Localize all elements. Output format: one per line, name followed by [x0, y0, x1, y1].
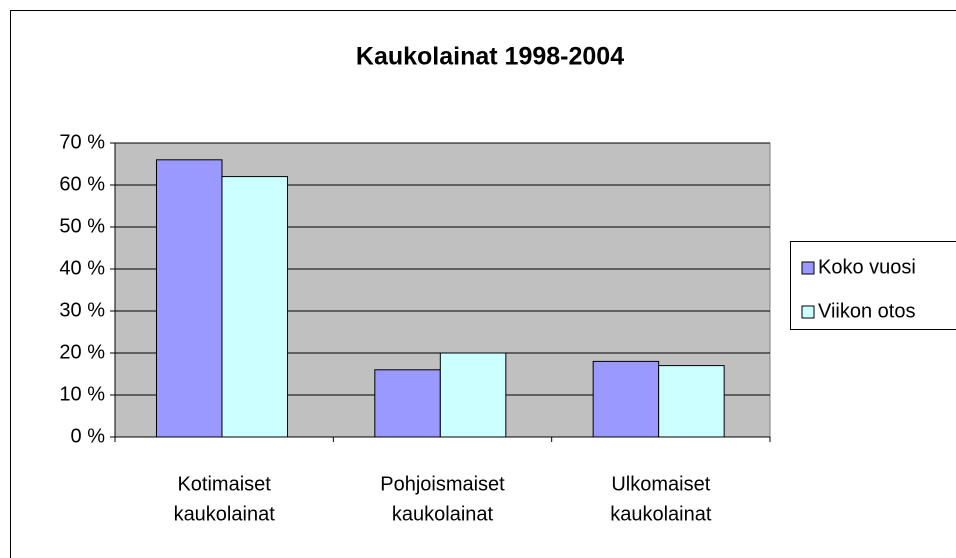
chart-title: Kaukolainat 1998-2004	[356, 43, 624, 71]
y-tick-label: 60 %	[59, 173, 105, 195]
legend-label: Koko vuosi	[818, 256, 916, 278]
x-tick-label: kaukolainat	[610, 503, 712, 525]
y-tick-label: 10 %	[59, 383, 105, 405]
y-tick-label: 70 %	[59, 131, 105, 153]
y-tick-label: 30 %	[59, 299, 105, 321]
x-tick-label: kaukolainat	[392, 503, 494, 525]
x-tick-label: Kotimaiset	[177, 473, 271, 495]
legend-swatch	[801, 305, 815, 319]
y-tick-label: 40 %	[59, 257, 105, 279]
bar	[374, 369, 441, 438]
legend-swatch	[801, 261, 815, 275]
bar	[155, 159, 223, 438]
x-tick-label: Pohjoismaiset	[380, 473, 505, 495]
y-tick-label: 50 %	[59, 215, 105, 237]
x-tick-label: kaukolainat	[174, 503, 276, 525]
y-tick-label: 0 %	[71, 425, 106, 447]
x-tick-label: Ulkomaiset	[611, 473, 710, 495]
legend-frame	[790, 241, 956, 330]
legend-label: Viikon otos	[818, 300, 915, 322]
bar	[221, 176, 288, 438]
bar	[658, 365, 725, 438]
bar	[592, 360, 660, 438]
bar	[439, 352, 507, 438]
y-tick-label: 20 %	[59, 341, 105, 363]
